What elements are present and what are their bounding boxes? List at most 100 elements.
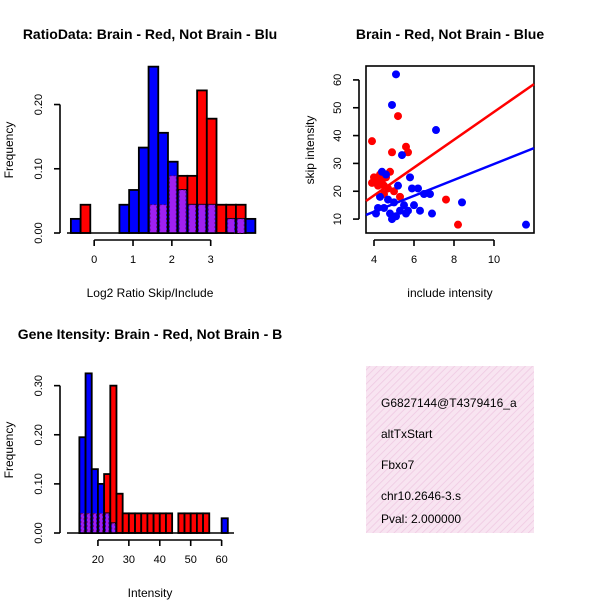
not-brain-point (428, 209, 436, 218)
intensity-brain-bar (183, 512, 192, 534)
intensity-brain-bar (109, 384, 118, 534)
ratio-xlabel: Log2 Ratio Skip/Include (87, 286, 214, 300)
intensity-bars (67, 372, 234, 534)
ratio-overlap-bar (149, 204, 158, 234)
ratio-not-brain-bar (244, 217, 257, 234)
intensity-overlap-bar (99, 512, 104, 534)
brain-point (396, 192, 404, 201)
ratio-x-tick-label: 2 (169, 254, 175, 266)
scatter-x-tick-label: 8 (451, 254, 457, 266)
not-brain-point (408, 184, 416, 193)
genomic-location: chr10.2646-3.s (381, 489, 461, 503)
scatter-xlabel: include intensity (407, 286, 492, 300)
scatter-title: Brain - Red, Not Brain - Blue (356, 26, 544, 42)
scatter-y-tick-label: 40 (332, 129, 344, 141)
intensity-overlap-bar (92, 512, 97, 534)
event-type: altTxStart (381, 427, 433, 441)
scatter-x-tick-label: 4 (371, 254, 377, 266)
intensity-axes: 20 30 40 50 60 0.00 0.10 0.20 0.30 (33, 375, 228, 566)
brain-point (442, 195, 450, 204)
intensity-x-tick-label: 50 (185, 554, 197, 566)
ratio-overlap-bar (198, 204, 206, 234)
intensity-title: Gene Itensity: Brain - Red, Not Brain - … (18, 326, 282, 342)
not-brain-point (388, 215, 396, 224)
intensity-y-tick-label: 0.20 (33, 424, 45, 445)
scatter-axes: 4 6 8 10 10 20 30 40 50 60 (332, 74, 500, 266)
ratio-y-tick-label: 0.10 (33, 158, 45, 179)
intensity-overlap-bar (80, 512, 85, 534)
scatter-ylabel: skip intensity (303, 116, 317, 185)
intensity-brain-bar (165, 512, 174, 534)
ratio-brain-bar (215, 203, 228, 234)
ratio-axes: 0 1 2 3 0.00 0.10 0.20 (33, 94, 214, 266)
not-brain-point (416, 206, 424, 215)
intensity-x-tick-label: 30 (123, 554, 135, 566)
intensity-brain-bar (158, 512, 167, 534)
ratio-y-tick-label: 0.00 (33, 222, 45, 243)
intensity-brain-bar (189, 512, 198, 534)
intensity-overlap-bar (86, 512, 91, 534)
intensity-not-brain-bar (84, 372, 93, 534)
not-brain-point (414, 184, 422, 193)
not-brain-point (384, 195, 392, 204)
ratio-overlap-bar (227, 218, 235, 234)
ratio-x-tick-label: 1 (130, 254, 136, 266)
not-brain-point (458, 198, 466, 207)
ratio-overlap-bar (178, 189, 187, 234)
ratio-x-tick-label: 3 (208, 254, 214, 266)
intensity-brain-bar (134, 512, 143, 534)
not-brain-point (398, 151, 406, 160)
scatter-x-tick-label: 10 (488, 254, 500, 266)
ratio-y-tick-label: 0.20 (33, 94, 45, 115)
ratio-not-brain-bar (128, 189, 140, 234)
intensity-brain-bar (121, 512, 130, 534)
ratio-brain-bar (79, 203, 92, 234)
not-brain-fit-line (365, 146, 535, 217)
ratio-overlap-bar (169, 175, 177, 234)
intensity-brain-bar (146, 512, 155, 534)
scatter-y-tick-label: 60 (332, 74, 344, 86)
intensity-histogram: Gene Itensity: Brain - Red, Not Brain - … (2, 326, 282, 600)
scatter-y-tick-label: 20 (332, 185, 344, 197)
intensity-brain-bar (140, 512, 149, 534)
ratio-title: RatioData: Brain - Red, Not Brain - Blu (23, 26, 277, 42)
intensity-y-tick-label: 0.10 (33, 473, 45, 494)
ratio-overlap-bar (159, 204, 167, 234)
intensity-ylabel: Frequency (2, 422, 16, 479)
not-brain-point (406, 173, 414, 182)
probe-id: G6827144@T4379416_a (381, 396, 517, 410)
ratio-overlap-bar (207, 204, 216, 234)
intensity-brain-bar (152, 512, 161, 534)
ratio-not-brain-bar (69, 217, 82, 234)
ratio-x-tick-label: 0 (91, 254, 97, 266)
brain-point (394, 112, 402, 121)
info-panel-background (366, 366, 534, 533)
not-brain-point (402, 209, 410, 218)
intensity-x-tick-label: 40 (154, 554, 166, 566)
ratio-not-brain-bar (118, 203, 131, 234)
not-brain-point (394, 181, 402, 190)
intensity-x-tick-label: 20 (92, 554, 104, 566)
not-brain-point (522, 220, 530, 229)
not-brain-point (400, 201, 408, 210)
intensity-brain-bar (202, 512, 211, 534)
scatter-points (365, 70, 535, 229)
intensity-y-tick-label: 0.00 (33, 522, 45, 543)
not-brain-point (382, 170, 390, 179)
scatter-y-tick-label: 30 (332, 157, 344, 169)
brain-point (404, 148, 412, 157)
intensity-x-tick-label: 60 (216, 554, 228, 566)
brain-point (374, 181, 382, 190)
p-value: Pval: 2.000000 (381, 512, 461, 526)
intensity-not-brain-bar (220, 517, 229, 534)
scatter-x-tick-label: 6 (411, 254, 417, 266)
scatter-plot: Brain - Red, Not Brain - Blue 4 6 8 10 10 20 3… (303, 26, 544, 300)
intensity-brain-bar (127, 512, 136, 534)
ratio-ylabel: Frequency (2, 122, 16, 179)
not-brain-point (426, 190, 434, 199)
not-brain-point (376, 192, 384, 201)
brain-point (454, 220, 462, 229)
ratio-overlap-bar (188, 204, 197, 234)
scatter-frame (365, 65, 535, 234)
